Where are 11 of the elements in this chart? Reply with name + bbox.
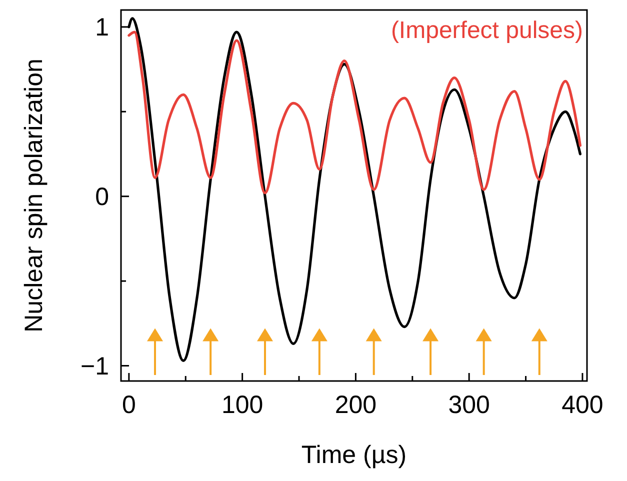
- y-axis-title: Nuclear spin polarization: [20, 58, 48, 332]
- series-label: (Imperfect pulses): [390, 17, 583, 44]
- x-tick-label: 200: [334, 391, 377, 419]
- x-tick-label: 300: [448, 391, 490, 419]
- y-tick-label: 1: [95, 14, 109, 42]
- y-tick-label: −1: [80, 352, 109, 381]
- x-tick-label: 0: [122, 391, 136, 419]
- x-tick-label: 400: [562, 391, 604, 419]
- x-axis-title: Time (µs): [301, 441, 407, 469]
- x-tick-label: 100: [221, 391, 264, 419]
- y-tick-label: 0: [95, 183, 109, 212]
